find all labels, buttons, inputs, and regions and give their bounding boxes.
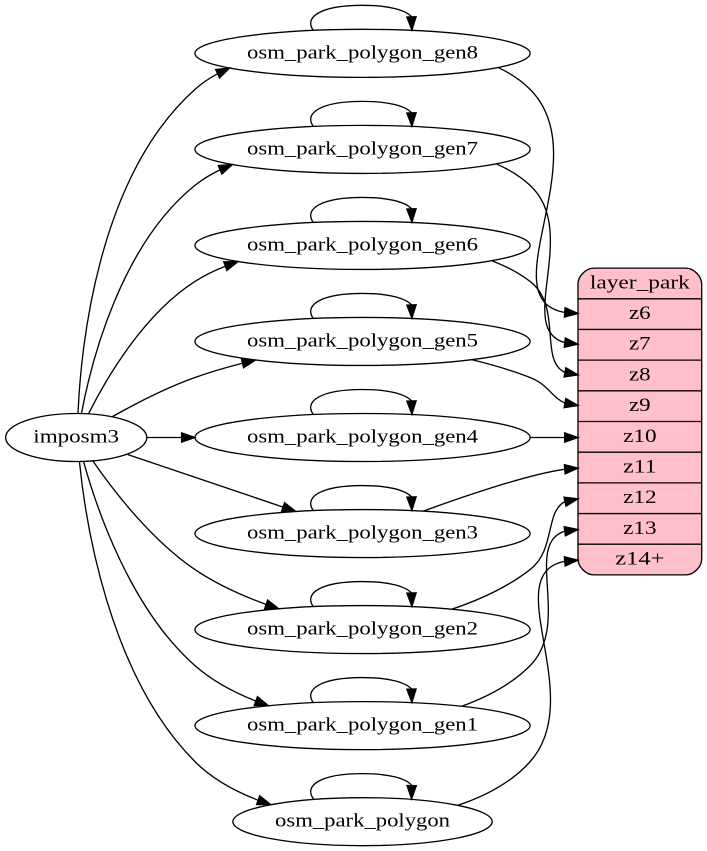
svg-text:osm_park_polygon_gen5: osm_park_polygon_gen5 bbox=[247, 330, 478, 351]
svg-text:z14+: z14+ bbox=[615, 548, 664, 569]
svg-text:osm_park_polygon_gen8: osm_park_polygon_gen8 bbox=[247, 42, 478, 63]
svg-text:osm_park_polygon: osm_park_polygon bbox=[275, 811, 451, 832]
svg-text:z10: z10 bbox=[623, 426, 657, 447]
svg-text:layer_park: layer_park bbox=[590, 272, 691, 293]
svg-text:osm_park_polygon_gen6: osm_park_polygon_gen6 bbox=[247, 234, 478, 255]
svg-text:osm_park_polygon_gen7: osm_park_polygon_gen7 bbox=[247, 138, 478, 159]
svg-text:z7: z7 bbox=[629, 334, 651, 355]
svg-text:osm_park_polygon_gen2: osm_park_polygon_gen2 bbox=[247, 618, 478, 639]
svg-text:z9: z9 bbox=[629, 395, 651, 416]
svg-text:z13: z13 bbox=[623, 518, 657, 539]
svg-text:osm_park_polygon_gen4: osm_park_polygon_gen4 bbox=[247, 426, 479, 447]
svg-text:osm_park_polygon_gen1: osm_park_polygon_gen1 bbox=[247, 715, 478, 736]
svg-text:z6: z6 bbox=[629, 303, 651, 324]
svg-text:z11: z11 bbox=[623, 456, 657, 477]
svg-text:osm_park_polygon_gen3: osm_park_polygon_gen3 bbox=[247, 522, 478, 543]
svg-text:z8: z8 bbox=[629, 364, 651, 385]
svg-text:z12: z12 bbox=[623, 487, 657, 508]
svg-text:imposm3: imposm3 bbox=[33, 426, 119, 447]
